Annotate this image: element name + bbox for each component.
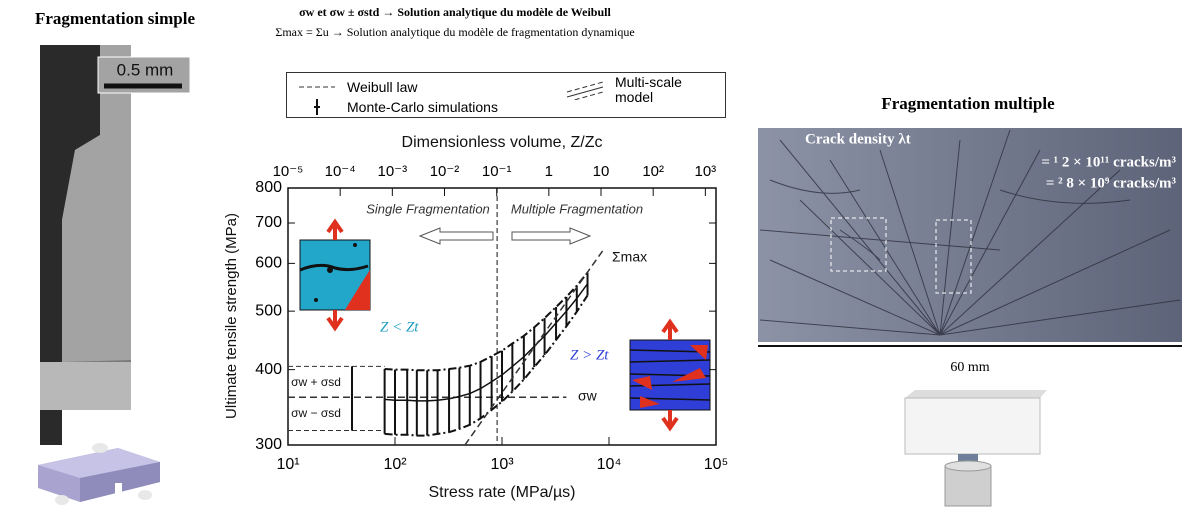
series-line bbox=[384, 283, 589, 402]
plate-drawing bbox=[904, 390, 1047, 507]
y-tick-label: 500 bbox=[255, 302, 282, 319]
envelope bbox=[384, 272, 589, 372]
y-tick-label: 600 bbox=[255, 255, 282, 272]
inset-multiple bbox=[629, 318, 711, 432]
x-tick-label: 10⁵ bbox=[704, 456, 728, 473]
x2-tick-label: 1 bbox=[545, 163, 553, 180]
inset-single bbox=[299, 218, 371, 332]
legend: Weibull law Monte-Carlo simulations Multi-… bbox=[286, 72, 726, 118]
series-line bbox=[464, 247, 606, 446]
legend-label: Weibull law bbox=[347, 78, 418, 95]
header-line: σw et σw ± σstd → Solution analytique du… bbox=[299, 5, 611, 19]
legend-label: Multi-scale model bbox=[615, 74, 682, 105]
x-tick-label: 10⁴ bbox=[597, 456, 622, 473]
x2-tick-label: 10⁻⁵ bbox=[273, 163, 304, 180]
beam-drawing bbox=[38, 443, 160, 505]
direction-arrows bbox=[418, 227, 592, 245]
legend-label: Monte-Carlo simulations bbox=[347, 98, 498, 115]
x2-tick-label: 10⁻¹ bbox=[482, 163, 512, 180]
y-tick-label: 800 bbox=[255, 179, 282, 196]
x2-tick-label: 10⁻³ bbox=[378, 163, 408, 180]
swatch-line bbox=[566, 81, 604, 93]
swatch-line bbox=[572, 91, 604, 100]
crack-density-label: Crack density λt bbox=[805, 131, 911, 147]
swatch-line bbox=[566, 86, 604, 98]
x2-tick-label: 10⁻⁴ bbox=[325, 163, 356, 180]
annotation: σw − σsd bbox=[291, 406, 341, 420]
y-tick-label: 700 bbox=[255, 214, 282, 231]
x-axis-title: Stress rate (MPa/µs) bbox=[428, 484, 575, 501]
plot: 300 400 500 600 700 800 10¹ 10² 10³ 10⁴ 10⁵ 10⁻⁵ 10⁻… bbox=[255, 163, 728, 473]
legend-item: Multi-scale model bbox=[565, 75, 705, 105]
crack-density-value: = ¹ 2 × 10¹¹ cracks/m³ bbox=[1041, 154, 1176, 170]
panel-title: Fragmentation multiple bbox=[881, 94, 1055, 113]
legend-item: Weibull law bbox=[297, 77, 418, 97]
x-tick-label: 10² bbox=[383, 456, 407, 473]
x-tick-label: 10¹ bbox=[276, 456, 299, 473]
scale-label: 60 mm bbox=[950, 360, 989, 375]
legend-swatch bbox=[566, 81, 604, 100]
annotation: σw bbox=[578, 388, 598, 404]
x2-tick-label: 10⁻² bbox=[430, 163, 460, 180]
header-line: Σmax = Σu → Solution analytique du modèl… bbox=[275, 25, 634, 39]
glass-photo bbox=[758, 128, 1182, 347]
envelope bbox=[384, 294, 589, 437]
specimen-photo bbox=[40, 45, 191, 445]
y-tick-label: 400 bbox=[255, 361, 282, 378]
y-tick-label: 300 bbox=[255, 436, 282, 453]
x2-axis-title: Dimensionless volume, Z/Zc bbox=[402, 134, 603, 151]
x2-tick-label: 10³ bbox=[695, 163, 717, 180]
x2-tick-label: 10 bbox=[593, 163, 610, 180]
x2-tick-label: 10² bbox=[642, 163, 664, 180]
crack-density-value: = ² 8 × 10⁹ cracks/m³ bbox=[1046, 175, 1177, 191]
legend-swatch bbox=[314, 99, 320, 115]
annotation: Single Fragmentation bbox=[366, 201, 490, 216]
annotation: Z < Zt bbox=[380, 319, 419, 335]
annotation: σw + σsd bbox=[291, 375, 341, 389]
legend-swatch bbox=[299, 86, 335, 88]
panel-title: Fragmentation simple bbox=[35, 9, 196, 28]
scale-label: 0.5 mm bbox=[117, 60, 174, 79]
x-tick-label: 10³ bbox=[490, 456, 514, 473]
annotation: Σmax bbox=[612, 249, 647, 265]
annotation: Multiple Fragmentation bbox=[511, 201, 643, 216]
legend-item: Monte-Carlo simulations bbox=[297, 97, 498, 117]
annotation: Z > Zt bbox=[570, 347, 609, 363]
y-axis-title: Ultimate tensile strength (MPa) bbox=[223, 213, 240, 419]
